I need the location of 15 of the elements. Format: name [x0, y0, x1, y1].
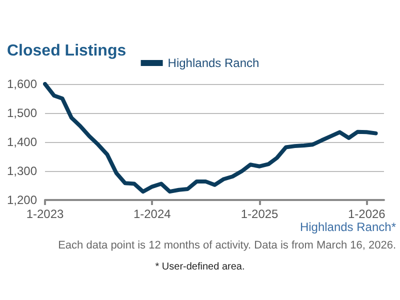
legend-label: Highlands Ranch — [168, 56, 260, 70]
text: * User-defined area. — [155, 262, 245, 272]
chart-title: Closed Listings — [7, 42, 126, 60]
line-series — [43, 82, 378, 194]
x-tick-label: 1-2026 — [348, 207, 386, 221]
y-tick-label: 1,500 — [6, 106, 38, 120]
y-tick-label: 1,200 — [6, 193, 38, 207]
y-tick-label: 1,400 — [6, 135, 38, 149]
x-tick-label: 1-2024 — [133, 207, 172, 221]
text: Each data point is 12 months of activity. Data is from March 16, 2026. — [58, 240, 396, 252]
y-tick-label: 1,300 — [6, 164, 38, 178]
text: Highlands Ranch* — [300, 220, 396, 234]
x-tick-label: 1-2025 — [240, 207, 279, 221]
y-tick-label: 1,600 — [6, 77, 38, 91]
x-tick-label: 1-2023 — [26, 207, 64, 221]
